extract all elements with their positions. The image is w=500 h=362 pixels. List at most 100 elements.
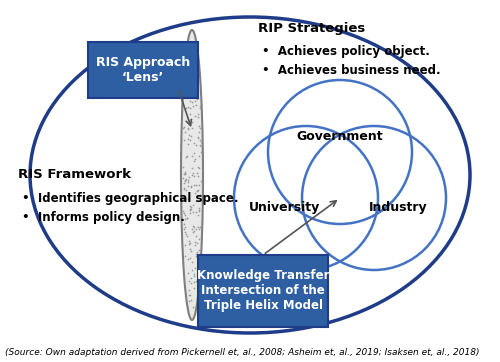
Ellipse shape	[181, 30, 203, 320]
Point	[187, 184, 195, 190]
Point	[190, 65, 198, 71]
Point	[181, 229, 189, 235]
Point	[184, 104, 192, 110]
Point	[190, 84, 198, 90]
Point	[194, 268, 202, 274]
Point	[186, 70, 194, 75]
Point	[184, 126, 192, 131]
Point	[194, 227, 202, 232]
Point	[188, 173, 196, 178]
Point	[190, 285, 198, 290]
Point	[184, 68, 192, 74]
Point	[190, 51, 198, 57]
Point	[181, 178, 189, 184]
Point	[188, 226, 196, 232]
Point	[184, 142, 192, 147]
Point	[181, 171, 189, 177]
Point	[180, 196, 188, 202]
Point	[186, 85, 194, 91]
Point	[190, 61, 198, 67]
Point	[183, 153, 191, 159]
Point	[189, 202, 197, 208]
Point	[186, 138, 194, 143]
Text: Knowledge Transfer
Intersection of the
Triple Helix Model: Knowledge Transfer Intersection of the T…	[197, 269, 329, 312]
Point	[182, 80, 190, 86]
Point	[184, 126, 192, 132]
Point	[188, 119, 196, 125]
Point	[180, 126, 188, 131]
Point	[188, 259, 196, 265]
Point	[184, 177, 192, 183]
Point	[188, 125, 196, 131]
Point	[186, 292, 194, 298]
Point	[180, 181, 188, 186]
Text: (Source: Own adaptation derived from Pickernell et, al., 2008; Asheim et, al., 2: (Source: Own adaptation derived from Pic…	[5, 348, 480, 357]
Point	[188, 99, 196, 105]
Point	[193, 92, 201, 97]
Point	[190, 59, 198, 65]
Point	[188, 184, 196, 189]
Point	[190, 279, 198, 285]
Point	[188, 165, 196, 171]
Point	[193, 188, 201, 193]
Point	[191, 82, 199, 88]
Point	[194, 255, 202, 261]
Point	[186, 240, 194, 246]
Point	[196, 192, 204, 198]
Point	[188, 103, 196, 109]
Point	[186, 111, 194, 117]
Point	[191, 242, 199, 248]
Point	[180, 216, 188, 222]
Point	[187, 248, 195, 254]
Point	[194, 123, 202, 129]
Point	[186, 246, 194, 252]
Point	[190, 273, 198, 279]
Point	[194, 111, 202, 117]
Text: •  Identifies geographical space.: • Identifies geographical space.	[22, 192, 238, 205]
Point	[182, 88, 190, 93]
Point	[196, 125, 204, 131]
Point	[194, 153, 202, 159]
Point	[185, 287, 193, 293]
Point	[182, 253, 190, 258]
Point	[194, 224, 202, 230]
Point	[182, 231, 190, 237]
Point	[180, 124, 188, 130]
Point	[192, 209, 200, 215]
Point	[194, 249, 202, 255]
Point	[180, 221, 188, 227]
Point	[184, 88, 192, 94]
Point	[182, 105, 190, 111]
Point	[190, 170, 198, 176]
Point	[195, 236, 203, 242]
Point	[192, 194, 200, 200]
Point	[182, 177, 190, 183]
Point	[182, 242, 190, 248]
Point	[190, 228, 198, 233]
Point	[181, 212, 189, 218]
Point	[186, 210, 194, 216]
Point	[188, 65, 196, 71]
Point	[196, 182, 203, 188]
Point	[196, 105, 203, 111]
Point	[191, 113, 199, 119]
Point	[192, 102, 200, 108]
Point	[184, 179, 192, 185]
Point	[192, 251, 200, 257]
Point	[186, 117, 194, 123]
Point	[190, 158, 198, 164]
Point	[186, 281, 194, 286]
Point	[192, 240, 200, 246]
Point	[195, 165, 203, 171]
Point	[192, 278, 200, 284]
Point	[189, 209, 197, 215]
Point	[180, 171, 188, 176]
Point	[193, 96, 201, 102]
Point	[189, 223, 197, 229]
Point	[192, 254, 200, 260]
Point	[190, 140, 198, 146]
Point	[186, 296, 194, 302]
Point	[184, 89, 192, 95]
Text: RIS Approach
‘Lens’: RIS Approach ‘Lens’	[96, 56, 190, 84]
Point	[194, 187, 202, 193]
